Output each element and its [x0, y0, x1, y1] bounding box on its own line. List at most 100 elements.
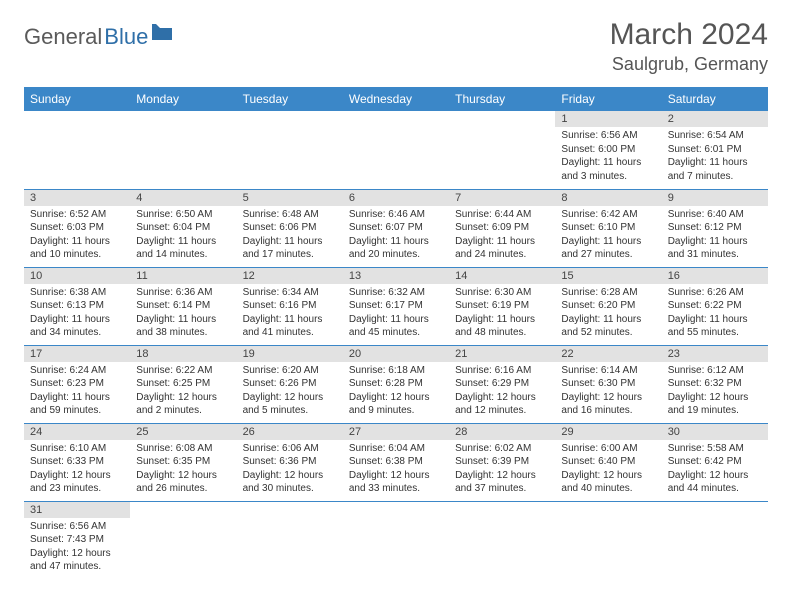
calendar-day-cell: 3Sunrise: 6:52 AMSunset: 6:03 PMDaylight… [24, 189, 130, 267]
column-header: Tuesday [237, 87, 343, 111]
calendar-day-cell: 10Sunrise: 6:38 AMSunset: 6:13 PMDayligh… [24, 267, 130, 345]
sunset-text: Sunset: 6:30 PM [561, 377, 655, 391]
sunrise-text: Sunrise: 6:56 AM [30, 520, 124, 534]
sunrise-text: Sunrise: 6:10 AM [30, 442, 124, 456]
calendar-week-row: 1Sunrise: 6:56 AMSunset: 6:00 PMDaylight… [24, 111, 768, 189]
calendar-week-row: 17Sunrise: 6:24 AMSunset: 6:23 PMDayligh… [24, 345, 768, 423]
column-header: Friday [555, 87, 661, 111]
daylight-text: Daylight: 11 hours and 52 minutes. [561, 313, 655, 340]
calendar-day-cell: 26Sunrise: 6:06 AMSunset: 6:36 PMDayligh… [237, 423, 343, 501]
calendar-day-cell: 7Sunrise: 6:44 AMSunset: 6:09 PMDaylight… [449, 189, 555, 267]
daylight-text: Daylight: 11 hours and 27 minutes. [561, 235, 655, 262]
day-number: 5 [237, 190, 343, 206]
sunset-text: Sunset: 6:01 PM [668, 143, 762, 157]
sunset-text: Sunset: 6:04 PM [136, 221, 230, 235]
column-header: Wednesday [343, 87, 449, 111]
sunset-text: Sunset: 6:00 PM [561, 143, 655, 157]
calendar-day-cell: 5Sunrise: 6:48 AMSunset: 6:06 PMDaylight… [237, 189, 343, 267]
calendar-day-cell: 31Sunrise: 6:56 AMSunset: 7:43 PMDayligh… [24, 501, 130, 579]
daylight-text: Daylight: 11 hours and 38 minutes. [136, 313, 230, 340]
day-number: 22 [555, 346, 661, 362]
day-details: Sunrise: 6:48 AMSunset: 6:06 PMDaylight:… [237, 206, 343, 266]
daylight-text: Daylight: 11 hours and 41 minutes. [243, 313, 337, 340]
sunset-text: Sunset: 6:09 PM [455, 221, 549, 235]
day-details: Sunrise: 6:36 AMSunset: 6:14 PMDaylight:… [130, 284, 236, 344]
day-number: 12 [237, 268, 343, 284]
daylight-text: Daylight: 12 hours and 37 minutes. [455, 469, 549, 496]
sunrise-text: Sunrise: 6:12 AM [668, 364, 762, 378]
daylight-text: Daylight: 12 hours and 12 minutes. [455, 391, 549, 418]
sunrise-text: Sunrise: 6:14 AM [561, 364, 655, 378]
calendar-day-cell [24, 111, 130, 189]
day-number: 31 [24, 502, 130, 518]
day-details: Sunrise: 6:04 AMSunset: 6:38 PMDaylight:… [343, 440, 449, 500]
daylight-text: Daylight: 12 hours and 19 minutes. [668, 391, 762, 418]
daylight-text: Daylight: 12 hours and 44 minutes. [668, 469, 762, 496]
calendar-week-row: 3Sunrise: 6:52 AMSunset: 6:03 PMDaylight… [24, 189, 768, 267]
calendar-week-row: 24Sunrise: 6:10 AMSunset: 6:33 PMDayligh… [24, 423, 768, 501]
sunrise-text: Sunrise: 6:20 AM [243, 364, 337, 378]
day-details: Sunrise: 6:14 AMSunset: 6:30 PMDaylight:… [555, 362, 661, 422]
sunset-text: Sunset: 6:12 PM [668, 221, 762, 235]
day-number: 25 [130, 424, 236, 440]
logo-text-blue: Blue [104, 24, 148, 50]
calendar-day-cell [449, 501, 555, 579]
sunset-text: Sunset: 6:14 PM [136, 299, 230, 313]
sunrise-text: Sunrise: 6:54 AM [668, 129, 762, 143]
calendar-header-row: SundayMondayTuesdayWednesdayThursdayFrid… [24, 87, 768, 111]
daylight-text: Daylight: 11 hours and 34 minutes. [30, 313, 124, 340]
day-details: Sunrise: 6:24 AMSunset: 6:23 PMDaylight:… [24, 362, 130, 422]
sunset-text: Sunset: 6:19 PM [455, 299, 549, 313]
calendar-day-cell: 1Sunrise: 6:56 AMSunset: 6:00 PMDaylight… [555, 111, 661, 189]
day-details [130, 506, 236, 512]
day-number: 28 [449, 424, 555, 440]
calendar-day-cell: 2Sunrise: 6:54 AMSunset: 6:01 PMDaylight… [662, 111, 768, 189]
calendar-day-cell: 9Sunrise: 6:40 AMSunset: 6:12 PMDaylight… [662, 189, 768, 267]
calendar-day-cell: 18Sunrise: 6:22 AMSunset: 6:25 PMDayligh… [130, 345, 236, 423]
sunset-text: Sunset: 7:43 PM [30, 533, 124, 547]
day-details [449, 506, 555, 512]
sunrise-text: Sunrise: 6:34 AM [243, 286, 337, 300]
daylight-text: Daylight: 11 hours and 14 minutes. [136, 235, 230, 262]
day-number: 27 [343, 424, 449, 440]
sunrise-text: Sunrise: 6:26 AM [668, 286, 762, 300]
day-details: Sunrise: 6:52 AMSunset: 6:03 PMDaylight:… [24, 206, 130, 266]
daylight-text: Daylight: 12 hours and 33 minutes. [349, 469, 443, 496]
day-details: Sunrise: 6:50 AMSunset: 6:04 PMDaylight:… [130, 206, 236, 266]
sunset-text: Sunset: 6:33 PM [30, 455, 124, 469]
sunrise-text: Sunrise: 6:30 AM [455, 286, 549, 300]
day-number: 11 [130, 268, 236, 284]
sunset-text: Sunset: 6:42 PM [668, 455, 762, 469]
calendar-week-row: 31Sunrise: 6:56 AMSunset: 7:43 PMDayligh… [24, 501, 768, 579]
day-details: Sunrise: 6:28 AMSunset: 6:20 PMDaylight:… [555, 284, 661, 344]
calendar-day-cell [343, 501, 449, 579]
calendar-day-cell: 17Sunrise: 6:24 AMSunset: 6:23 PMDayligh… [24, 345, 130, 423]
daylight-text: Daylight: 11 hours and 7 minutes. [668, 156, 762, 183]
calendar-day-cell: 6Sunrise: 6:46 AMSunset: 6:07 PMDaylight… [343, 189, 449, 267]
day-number: 9 [662, 190, 768, 206]
day-details: Sunrise: 6:54 AMSunset: 6:01 PMDaylight:… [662, 127, 768, 187]
daylight-text: Daylight: 12 hours and 2 minutes. [136, 391, 230, 418]
sunrise-text: Sunrise: 6:32 AM [349, 286, 443, 300]
sunset-text: Sunset: 6:22 PM [668, 299, 762, 313]
sunset-text: Sunset: 6:25 PM [136, 377, 230, 391]
calendar-day-cell: 25Sunrise: 6:08 AMSunset: 6:35 PMDayligh… [130, 423, 236, 501]
calendar-day-cell: 24Sunrise: 6:10 AMSunset: 6:33 PMDayligh… [24, 423, 130, 501]
sunset-text: Sunset: 6:32 PM [668, 377, 762, 391]
sunset-text: Sunset: 6:38 PM [349, 455, 443, 469]
sunset-text: Sunset: 6:06 PM [243, 221, 337, 235]
sunrise-text: Sunrise: 6:06 AM [243, 442, 337, 456]
day-details: Sunrise: 6:02 AMSunset: 6:39 PMDaylight:… [449, 440, 555, 500]
sunset-text: Sunset: 6:35 PM [136, 455, 230, 469]
sunrise-text: Sunrise: 6:50 AM [136, 208, 230, 222]
daylight-text: Daylight: 11 hours and 55 minutes. [668, 313, 762, 340]
calendar-day-cell: 22Sunrise: 6:14 AMSunset: 6:30 PMDayligh… [555, 345, 661, 423]
calendar-day-cell: 30Sunrise: 5:58 AMSunset: 6:42 PMDayligh… [662, 423, 768, 501]
sunrise-text: Sunrise: 6:00 AM [561, 442, 655, 456]
calendar-day-cell: 14Sunrise: 6:30 AMSunset: 6:19 PMDayligh… [449, 267, 555, 345]
day-number: 7 [449, 190, 555, 206]
logo: GeneralBlue [24, 18, 172, 50]
day-details [555, 506, 661, 512]
calendar-day-cell: 16Sunrise: 6:26 AMSunset: 6:22 PMDayligh… [662, 267, 768, 345]
calendar-day-cell [662, 501, 768, 579]
